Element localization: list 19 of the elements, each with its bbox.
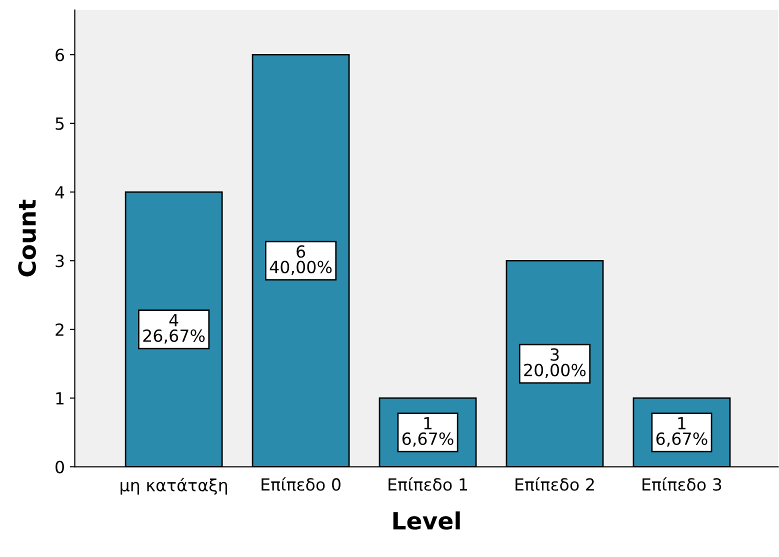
y-tick-label: 1 xyxy=(56,392,64,404)
y-tick-label: 2 xyxy=(56,323,64,336)
y-tick-label: 0 xyxy=(56,460,64,474)
x-tick-label: Επίπεδο 3 xyxy=(642,477,722,491)
x-tick-label: Επίπεδο 2 xyxy=(516,477,594,491)
y-tick-label: 4 xyxy=(55,186,64,198)
data-label: 1 6,67% xyxy=(402,417,454,447)
y-axis-title: Count xyxy=(18,200,36,276)
x-tick-label: μη κατάταξη xyxy=(120,478,227,495)
x-axis-title: Level xyxy=(393,511,460,530)
x-tick-label: Επίπεδο 1 xyxy=(388,477,468,491)
data-label: 3 20,00% xyxy=(524,348,586,378)
data-label: 6 40,00% xyxy=(270,245,332,276)
y-tick-label: 6 xyxy=(56,48,64,62)
y-tick-label: 5 xyxy=(56,118,64,130)
x-tick-label: Επίπεδο 0 xyxy=(262,477,340,491)
y-tick-label: 3 xyxy=(56,254,64,268)
data-label: 1 6,67% xyxy=(656,417,708,447)
data-label: 4 26,67% xyxy=(143,314,205,344)
